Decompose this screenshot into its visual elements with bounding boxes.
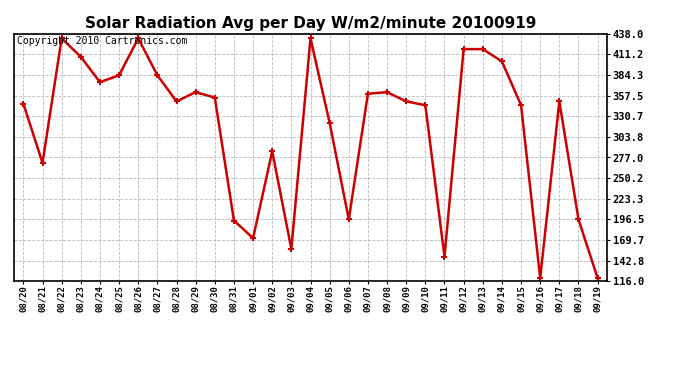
- Title: Solar Radiation Avg per Day W/m2/minute 20100919: Solar Radiation Avg per Day W/m2/minute …: [85, 16, 536, 31]
- Text: Copyright 2010 Cartronics.com: Copyright 2010 Cartronics.com: [17, 36, 187, 46]
